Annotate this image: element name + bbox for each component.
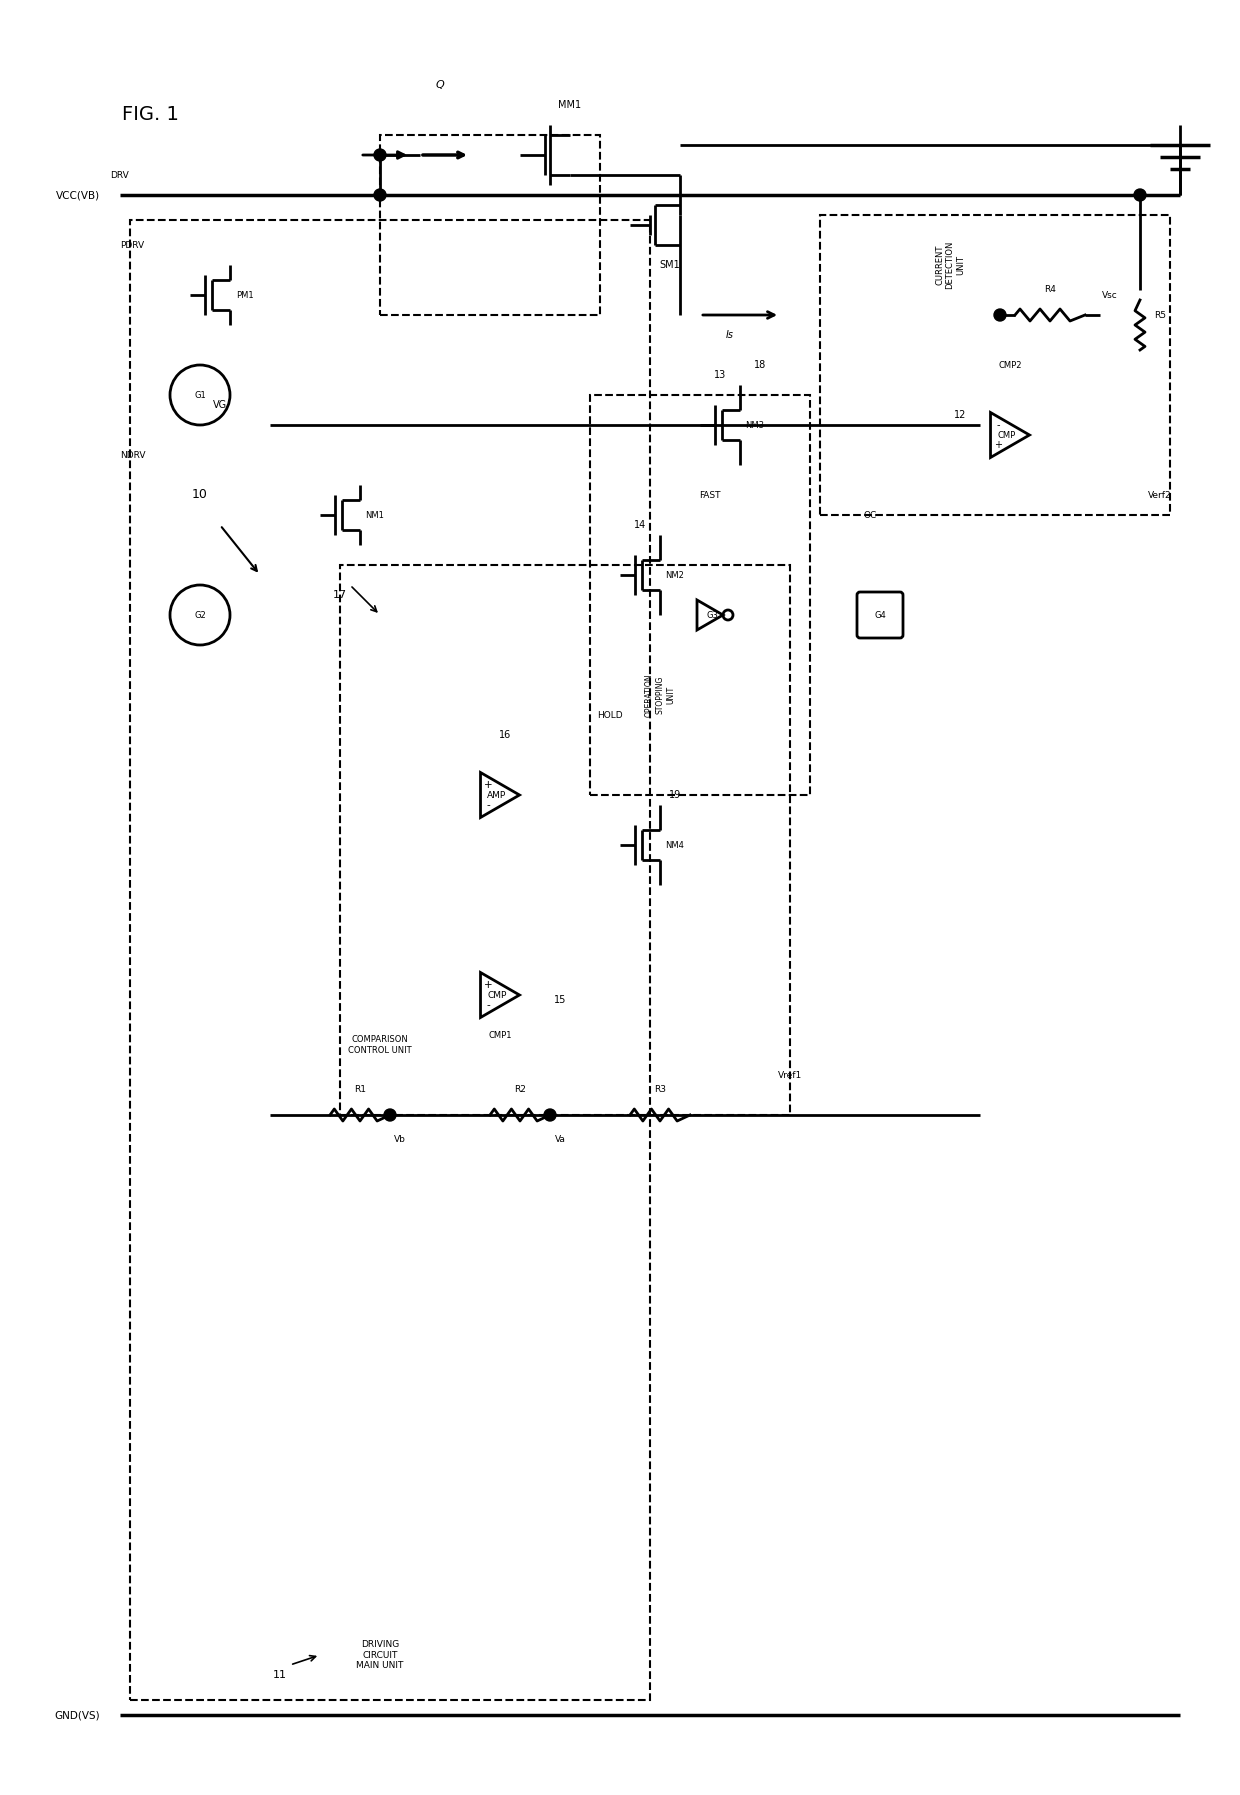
Text: 11: 11	[273, 1669, 286, 1680]
Text: GND(VS): GND(VS)	[55, 1711, 100, 1720]
Text: R3: R3	[653, 1086, 666, 1095]
Text: G3: G3	[706, 610, 718, 619]
Text: FIG. 1: FIG. 1	[122, 106, 179, 124]
Text: Vsc: Vsc	[1102, 291, 1118, 300]
Text: MM1: MM1	[558, 101, 582, 109]
Text: DRV: DRV	[110, 171, 129, 180]
Text: 12: 12	[954, 409, 966, 420]
Circle shape	[994, 309, 1006, 321]
Text: NM4: NM4	[666, 840, 684, 849]
Text: 13: 13	[714, 370, 727, 381]
Text: VG: VG	[213, 400, 227, 409]
Text: CMP1: CMP1	[489, 1030, 512, 1039]
Text: HOLD: HOLD	[598, 711, 622, 720]
Text: -: -	[486, 801, 490, 810]
Text: AMP: AMP	[487, 790, 507, 799]
Text: CMP: CMP	[998, 431, 1016, 440]
Circle shape	[384, 1109, 396, 1122]
Text: G2: G2	[195, 610, 206, 619]
Text: -: -	[997, 420, 1001, 431]
Text: NM2: NM2	[666, 571, 684, 580]
Text: R1: R1	[353, 1086, 366, 1095]
Text: COMPARISON
CONTROL UNIT: COMPARISON CONTROL UNIT	[348, 1036, 412, 1055]
Text: CMP: CMP	[487, 991, 507, 1000]
Circle shape	[374, 188, 386, 201]
Text: DRIVING
CIRCUIT
MAIN UNIT: DRIVING CIRCUIT MAIN UNIT	[356, 1641, 404, 1669]
Text: 19: 19	[668, 790, 681, 801]
Text: CURRENT
DETECTION
UNIT: CURRENT DETECTION UNIT	[935, 241, 965, 289]
Text: SM1: SM1	[660, 260, 681, 269]
Text: VCC(VB): VCC(VB)	[56, 190, 100, 199]
Text: +: +	[994, 440, 1002, 451]
Text: Q: Q	[435, 81, 444, 90]
Text: Is: Is	[725, 330, 734, 339]
Text: FAST: FAST	[699, 490, 720, 499]
Text: 18: 18	[754, 361, 766, 370]
Circle shape	[544, 1109, 556, 1122]
Text: 10: 10	[192, 488, 208, 501]
Text: R2: R2	[515, 1086, 526, 1095]
Text: NDRV: NDRV	[120, 451, 145, 460]
Text: +: +	[484, 781, 492, 790]
Text: R5: R5	[1154, 311, 1166, 320]
Text: 14: 14	[634, 521, 646, 530]
Circle shape	[374, 149, 386, 162]
Text: Vb: Vb	[394, 1136, 405, 1145]
Text: CMP2: CMP2	[998, 361, 1022, 370]
Text: PDRV: PDRV	[120, 241, 144, 250]
Text: Va: Va	[554, 1136, 565, 1145]
Text: G1: G1	[195, 391, 206, 400]
Text: NM3: NM3	[745, 420, 765, 429]
Text: Verf2: Verf2	[1148, 490, 1172, 499]
Text: +: +	[484, 980, 492, 991]
Text: OC: OC	[863, 510, 877, 519]
Text: R4: R4	[1044, 285, 1056, 294]
Text: Vref1: Vref1	[777, 1070, 802, 1079]
Text: NM1: NM1	[366, 510, 384, 519]
Text: PM1: PM1	[236, 291, 254, 300]
Text: 15: 15	[554, 994, 567, 1005]
Text: G4: G4	[874, 610, 885, 619]
Text: OPERATION
STOPPING
UNIT: OPERATION STOPPING UNIT	[645, 673, 675, 716]
Text: -: -	[486, 1000, 490, 1011]
Text: 17: 17	[332, 591, 347, 600]
Circle shape	[1135, 188, 1146, 201]
Text: 16: 16	[498, 731, 511, 740]
